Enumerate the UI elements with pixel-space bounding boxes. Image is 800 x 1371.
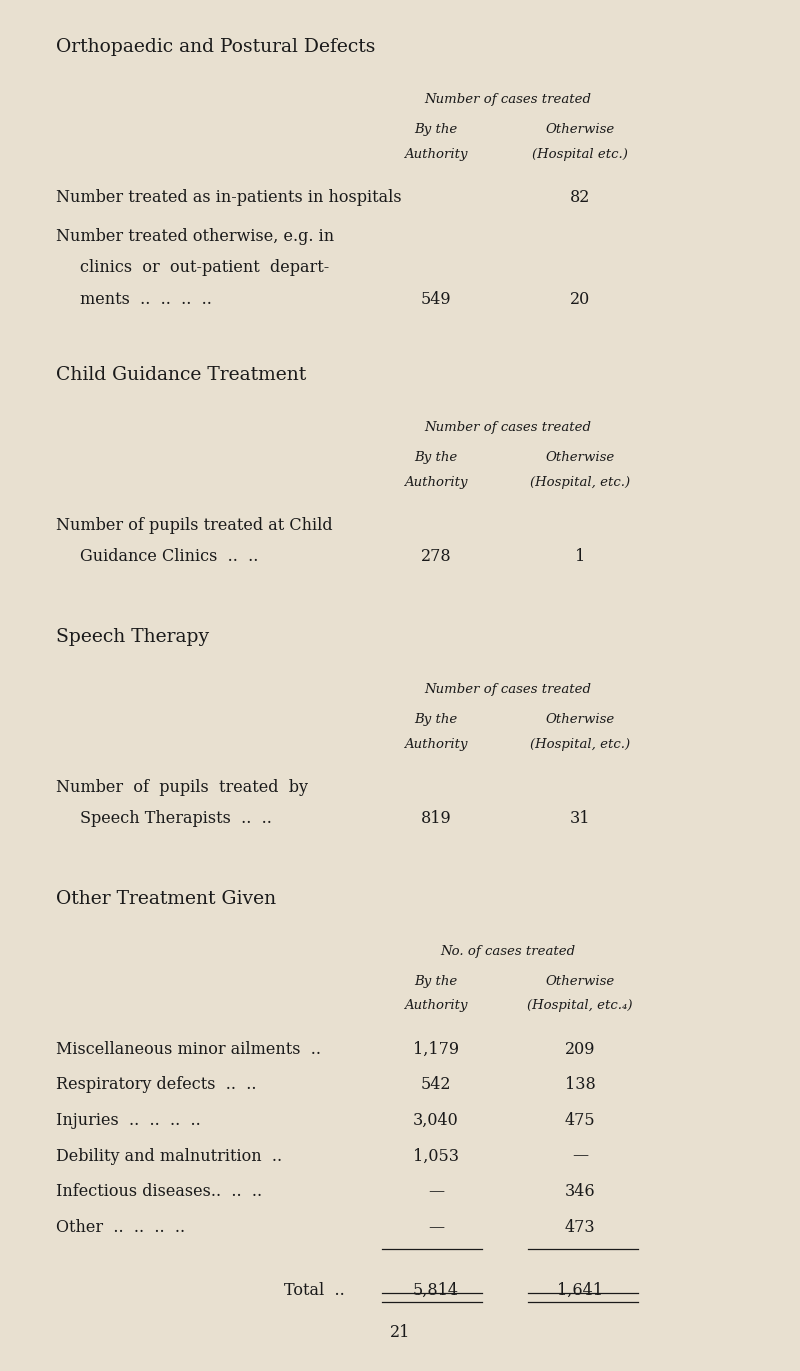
- Text: Number of pupils treated at Child: Number of pupils treated at Child: [56, 517, 333, 533]
- Text: By the: By the: [414, 451, 458, 463]
- Text: —: —: [428, 1219, 444, 1235]
- Text: By the: By the: [414, 713, 458, 725]
- Text: ments  ..  ..  ..  ..: ments .. .. .. ..: [80, 291, 212, 307]
- Text: Otherwise: Otherwise: [546, 451, 614, 463]
- Text: Authority: Authority: [404, 476, 468, 488]
- Text: Guidance Clinics  ..  ..: Guidance Clinics .. ..: [80, 548, 258, 565]
- Text: clinics  or  out-patient  depart-: clinics or out-patient depart-: [80, 259, 330, 276]
- Text: Infectious diseases..  ..  ..: Infectious diseases.. .. ..: [56, 1183, 262, 1200]
- Text: 3,040: 3,040: [413, 1112, 459, 1128]
- Text: (Hospital, etc.₄): (Hospital, etc.₄): [527, 999, 633, 1012]
- Text: 1,053: 1,053: [413, 1148, 459, 1164]
- Text: (Hospital, etc.): (Hospital, etc.): [530, 738, 630, 750]
- Text: 21: 21: [390, 1324, 410, 1341]
- Text: —: —: [428, 1183, 444, 1200]
- Text: 549: 549: [421, 291, 451, 307]
- Text: Miscellaneous minor ailments  ..: Miscellaneous minor ailments ..: [56, 1041, 321, 1057]
- Text: Number of cases treated: Number of cases treated: [425, 93, 591, 106]
- Text: Authority: Authority: [404, 999, 468, 1012]
- Text: Otherwise: Otherwise: [546, 975, 614, 987]
- Text: 1,179: 1,179: [413, 1041, 459, 1057]
- Text: Debility and malnutrition  ..: Debility and malnutrition ..: [56, 1148, 282, 1164]
- Text: Total  ..: Total ..: [284, 1282, 345, 1298]
- Text: Other  ..  ..  ..  ..: Other .. .. .. ..: [56, 1219, 185, 1235]
- Text: —: —: [572, 1148, 588, 1164]
- Text: No. of cases treated: No. of cases treated: [441, 945, 575, 957]
- Text: (Hospital, etc.): (Hospital, etc.): [530, 476, 630, 488]
- Text: Other Treatment Given: Other Treatment Given: [56, 890, 276, 908]
- Text: 5,814: 5,814: [413, 1282, 459, 1298]
- Text: Otherwise: Otherwise: [546, 713, 614, 725]
- Text: Orthopaedic and Postural Defects: Orthopaedic and Postural Defects: [56, 38, 375, 56]
- Text: Authority: Authority: [404, 148, 468, 160]
- Text: By the: By the: [414, 123, 458, 136]
- Text: 82: 82: [570, 189, 590, 206]
- Text: Number treated otherwise, e.g. in: Number treated otherwise, e.g. in: [56, 228, 334, 244]
- Text: Number  of  pupils  treated  by: Number of pupils treated by: [56, 779, 308, 795]
- Text: 475: 475: [565, 1112, 595, 1128]
- Text: Child Guidance Treatment: Child Guidance Treatment: [56, 366, 306, 384]
- Text: 20: 20: [570, 291, 590, 307]
- Text: (Hospital etc.): (Hospital etc.): [532, 148, 628, 160]
- Text: 138: 138: [565, 1076, 595, 1093]
- Text: 346: 346: [565, 1183, 595, 1200]
- Text: Injuries  ..  ..  ..  ..: Injuries .. .. .. ..: [56, 1112, 201, 1128]
- Text: 473: 473: [565, 1219, 595, 1235]
- Text: 542: 542: [421, 1076, 451, 1093]
- Text: By the: By the: [414, 975, 458, 987]
- Text: 209: 209: [565, 1041, 595, 1057]
- Text: Otherwise: Otherwise: [546, 123, 614, 136]
- Text: Speech Therapy: Speech Therapy: [56, 628, 209, 646]
- Text: Speech Therapists  ..  ..: Speech Therapists .. ..: [80, 810, 272, 827]
- Text: Authority: Authority: [404, 738, 468, 750]
- Text: 278: 278: [421, 548, 451, 565]
- Text: 1: 1: [575, 548, 585, 565]
- Text: Number treated as in-patients in hospitals: Number treated as in-patients in hospita…: [56, 189, 402, 206]
- Text: Number of cases treated: Number of cases treated: [425, 683, 591, 695]
- Text: 819: 819: [421, 810, 451, 827]
- Text: Number of cases treated: Number of cases treated: [425, 421, 591, 433]
- Text: 31: 31: [570, 810, 590, 827]
- Text: Respiratory defects  ..  ..: Respiratory defects .. ..: [56, 1076, 257, 1093]
- Text: 1,641: 1,641: [557, 1282, 603, 1298]
